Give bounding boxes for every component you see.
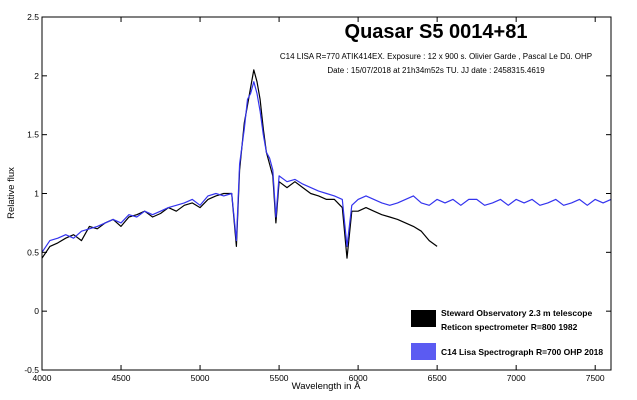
x-tick-label-6500: 6500 — [428, 373, 447, 383]
chart-subtitle-line-1: C14 LISA R=770 ATIK414EX. Exposure : 12 … — [280, 52, 592, 61]
legend-label-c14-lisa: C14 Lisa Spectrograph R=700 OHP 2018 — [441, 347, 603, 357]
x-tick-label-7000: 7000 — [507, 373, 526, 383]
y-tick-label-3: 1 — [34, 189, 39, 199]
y-axis-label: Relative flux — [6, 167, 17, 219]
legend-label-steward-line-2: Reticon spectrometer R=800 1982 — [441, 322, 578, 332]
legend-swatch-steward — [411, 310, 436, 327]
x-tick-label-7500: 7500 — [586, 373, 605, 383]
chart-subtitle-line-2: Date : 15/07/2018 at 21h34m52s TU. JJ da… — [327, 66, 545, 75]
x-tick-label-4500: 4500 — [112, 373, 131, 383]
series-layer — [41, 69, 612, 259]
x-tick-label-6000: 6000 — [349, 373, 368, 383]
x-tick-label-4000: 4000 — [33, 373, 52, 383]
y-tick-label-5: 2 — [34, 71, 39, 81]
series-line-steward — [41, 69, 438, 259]
ticks-layer: 4000 4500 5000 5500 6000 6500 7000 7500 -0.5 0 0.5… — [24, 12, 611, 383]
x-axis-label: Wavelength in Å — [292, 381, 361, 392]
y-tick-label-6: 2.5 — [27, 12, 39, 22]
y-tick-label-1: 0 — [34, 306, 39, 316]
legend: Steward Observatory 2.3 m telescope Reti… — [411, 308, 603, 360]
x-tick-label-5000: 5000 — [191, 373, 210, 383]
chart-title: Quasar S5 0014+81 — [345, 21, 528, 43]
y-tick-label-2: 0.5 — [27, 247, 39, 257]
y-tick-label-4: 1.5 — [27, 130, 39, 140]
x-tick-label-5500: 5500 — [270, 373, 289, 383]
series-line-c14-lisa — [41, 81, 612, 253]
legend-swatch-c14-lisa — [411, 343, 436, 360]
y-tick-label-0: -0.5 — [24, 365, 39, 375]
legend-label-steward-line-1: Steward Observatory 2.3 m telescope — [441, 308, 592, 318]
